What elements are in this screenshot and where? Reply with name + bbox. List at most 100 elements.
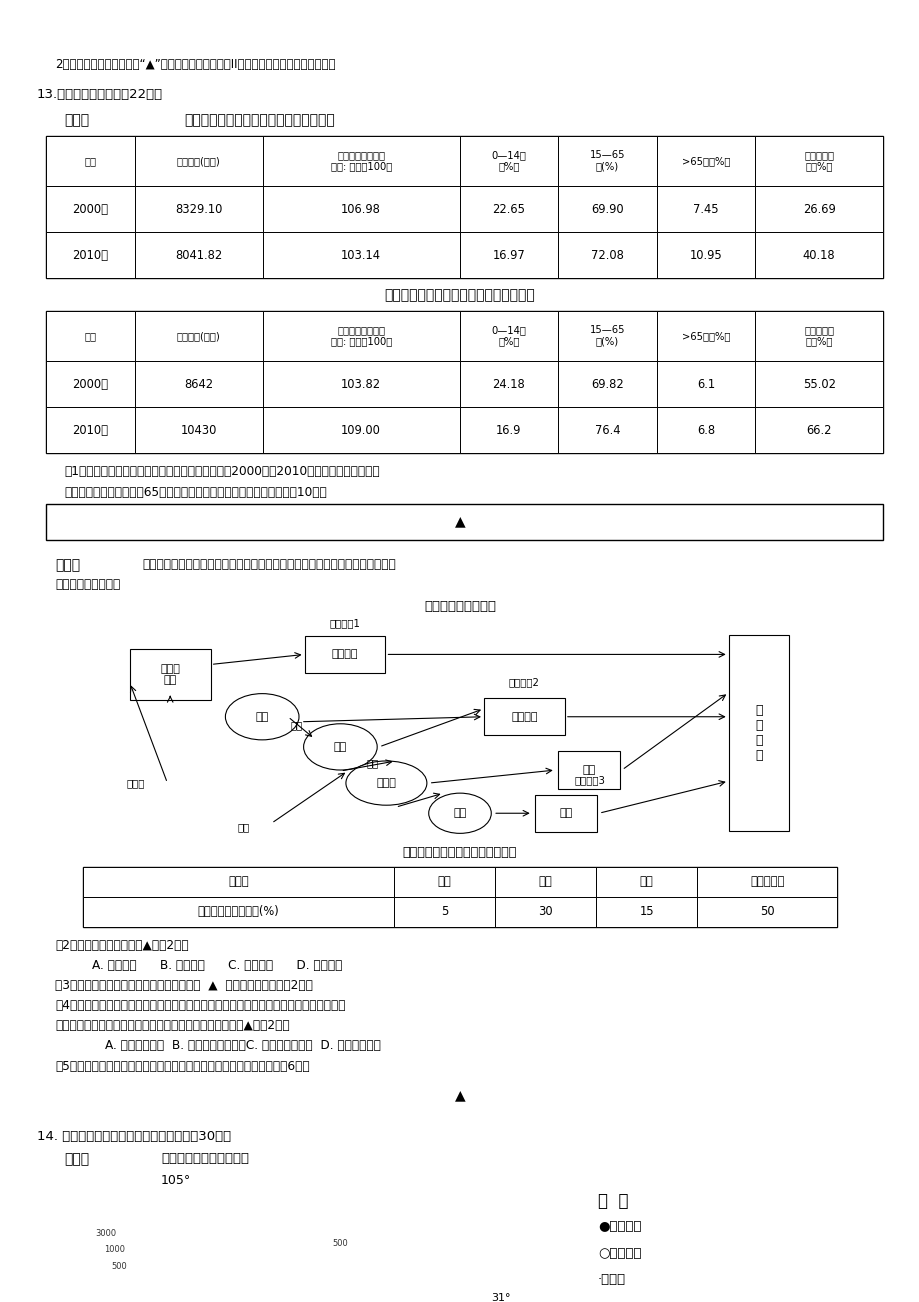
Text: 15—65
岁(%): 15—65 岁(%) bbox=[589, 150, 625, 172]
Text: 8642: 8642 bbox=[184, 378, 213, 391]
Bar bbox=[558, 186, 656, 232]
Text: 103.14: 103.14 bbox=[341, 249, 380, 262]
Text: 31°: 31° bbox=[491, 1293, 510, 1302]
Text: >65岁（%）: >65岁（%） bbox=[681, 156, 730, 165]
Bar bbox=[558, 232, 656, 279]
Text: 69.90: 69.90 bbox=[591, 203, 623, 216]
Text: ●特大城市: ●特大城市 bbox=[597, 1220, 641, 1233]
Bar bbox=[460, 232, 558, 279]
Text: 2010年: 2010年 bbox=[73, 249, 108, 262]
Text: 105°: 105° bbox=[161, 1174, 191, 1187]
Bar bbox=[134, 232, 263, 279]
Text: 秸秆: 秸秆 bbox=[237, 823, 250, 832]
Text: 0—14岁
（%）: 0—14岁 （%） bbox=[491, 326, 526, 346]
Bar bbox=[754, 186, 882, 232]
Text: 15: 15 bbox=[639, 905, 653, 918]
Text: （1）根据材料一分析，与四川省相比，广东省在　2000年至2010年间，人口变化特点有: （1）根据材料一分析，与四川省相比，广东省在 2000年至2010年间，人口变化… bbox=[64, 465, 380, 478]
Text: 材料二: 材料二 bbox=[55, 559, 80, 572]
Bar bbox=[754, 408, 882, 453]
Text: 69.82: 69.82 bbox=[590, 378, 623, 391]
Text: 广东省第五次、第六次人口普查统计数据: 广东省第五次、第六次人口普查统计数据 bbox=[384, 289, 535, 302]
Text: 年份: 年份 bbox=[85, 331, 96, 341]
Text: 替代目前广泛使用的同类用品，对环境保护的直接作用是（▲）（2分）: 替代目前广泛使用的同类用品，对环境保护的直接作用是（▲）（2分） bbox=[55, 1019, 289, 1032]
Text: 人口性别比（男性
女性: 女性为100）: 人口性别比（男性 女性: 女性为100） bbox=[330, 326, 391, 346]
Ellipse shape bbox=[346, 760, 426, 805]
Text: 废渣液: 废渣液 bbox=[127, 779, 145, 788]
Bar bbox=[697, 897, 836, 927]
Text: ·小城市: ·小城市 bbox=[597, 1272, 626, 1285]
Text: 该地农产品占农业总产值的比重表: 该地农产品占农业总产值的比重表 bbox=[403, 846, 516, 859]
Text: 66.2: 66.2 bbox=[806, 423, 831, 436]
Bar bbox=[263, 311, 460, 361]
Bar bbox=[460, 408, 558, 453]
Text: 5: 5 bbox=[440, 905, 448, 918]
Bar bbox=[134, 361, 263, 408]
Text: 年份: 年份 bbox=[85, 156, 96, 165]
Text: 8041.82: 8041.82 bbox=[175, 249, 222, 262]
Bar bbox=[754, 135, 882, 186]
Bar bbox=[596, 867, 697, 897]
Bar bbox=[460, 186, 558, 232]
Bar bbox=[83, 867, 393, 897]
Text: 苹果: 苹果 bbox=[639, 875, 652, 888]
Bar bbox=[483, 698, 564, 736]
Text: 分析回答下列问题。: 分析回答下列问题。 bbox=[55, 578, 120, 591]
Bar bbox=[46, 408, 134, 453]
Ellipse shape bbox=[303, 724, 377, 769]
Bar bbox=[263, 135, 460, 186]
Bar bbox=[134, 135, 263, 186]
Text: 四川省第五次、第六次人口普查统计数据: 四川省第五次、第六次人口普查统计数据 bbox=[184, 113, 335, 128]
Bar bbox=[134, 311, 263, 361]
Ellipse shape bbox=[428, 793, 491, 833]
Text: 106.98: 106.98 bbox=[341, 203, 380, 216]
Text: 农产品: 农产品 bbox=[228, 875, 248, 888]
Bar bbox=[754, 361, 882, 408]
Text: 沼气: 沼气 bbox=[582, 766, 595, 775]
Text: 6.8: 6.8 bbox=[696, 423, 714, 436]
Text: 55.02: 55.02 bbox=[801, 378, 834, 391]
Bar bbox=[263, 232, 460, 279]
Text: >65岁（%）: >65岁（%） bbox=[681, 331, 730, 341]
Bar bbox=[134, 186, 263, 232]
Bar bbox=[83, 867, 836, 927]
Bar bbox=[263, 361, 460, 408]
Bar bbox=[494, 867, 596, 897]
Bar bbox=[46, 311, 134, 361]
Text: 占农业总产值的比重(%): 占农业总产值的比重(%) bbox=[198, 905, 279, 918]
Text: 人口性别比（男性
女性: 女性为100）: 人口性别比（男性 女性: 女性为100） bbox=[330, 150, 391, 172]
Text: 粪便: 粪便 bbox=[366, 758, 379, 768]
Text: 500: 500 bbox=[111, 1262, 128, 1271]
Text: 读下面「我国某地生态农业系统图」及「该地农产品占农业总产值的比重表」，: 读下面「我国某地生态农业系统图」及「该地农产品占农业总产值的比重表」， bbox=[142, 559, 396, 570]
Text: A. 减轻大气污染  B. 减轻「白色污染」C. 促进生物多样性  D. 减轻酸雨危害: A. 减轻大气污染 B. 减轻「白色污染」C. 促进生物多样性 D. 减轻酸雨危… bbox=[74, 1039, 380, 1052]
Text: 养禽: 养禽 bbox=[255, 712, 268, 721]
Bar bbox=[558, 361, 656, 408]
Text: 16.97: 16.97 bbox=[492, 249, 525, 262]
Text: 生产过程3: 生产过程3 bbox=[574, 775, 606, 785]
Bar bbox=[393, 897, 494, 927]
Bar bbox=[729, 635, 789, 831]
Text: ○中等城市: ○中等城市 bbox=[597, 1246, 641, 1259]
Bar bbox=[558, 311, 656, 361]
Text: 乳、肉、蛋: 乳、肉、蛋 bbox=[749, 875, 784, 888]
Text: 72.08: 72.08 bbox=[590, 249, 623, 262]
Bar bbox=[304, 635, 385, 673]
Bar bbox=[46, 232, 134, 279]
Text: 何不同，并分析该省大于65岁人口比例明显低于四川的最主要原因。（10分）: 何不同，并分析该省大于65岁人口比例明显低于四川的最主要原因。（10分） bbox=[64, 486, 327, 499]
Bar bbox=[656, 361, 754, 408]
Text: 8329.10: 8329.10 bbox=[175, 203, 222, 216]
Text: 76.4: 76.4 bbox=[594, 423, 619, 436]
Text: 养畜: 养畜 bbox=[334, 742, 346, 751]
Text: 15—65
岁(%): 15—65 岁(%) bbox=[589, 326, 625, 346]
Bar bbox=[83, 897, 393, 927]
Text: 3000: 3000 bbox=[96, 1229, 116, 1238]
Bar bbox=[460, 361, 558, 408]
Text: 13.阅读材料回答问题（22分）: 13.阅读材料回答问题（22分） bbox=[37, 89, 163, 102]
Text: 30: 30 bbox=[538, 905, 552, 918]
Text: 0—14岁
（%）: 0—14岁 （%） bbox=[491, 150, 526, 172]
Text: 7.45: 7.45 bbox=[692, 203, 718, 216]
Bar bbox=[263, 186, 460, 232]
Bar bbox=[460, 135, 558, 186]
Text: 50: 50 bbox=[759, 905, 774, 918]
Bar bbox=[656, 232, 754, 279]
Text: 综
合
效
益: 综 合 效 益 bbox=[754, 704, 762, 762]
